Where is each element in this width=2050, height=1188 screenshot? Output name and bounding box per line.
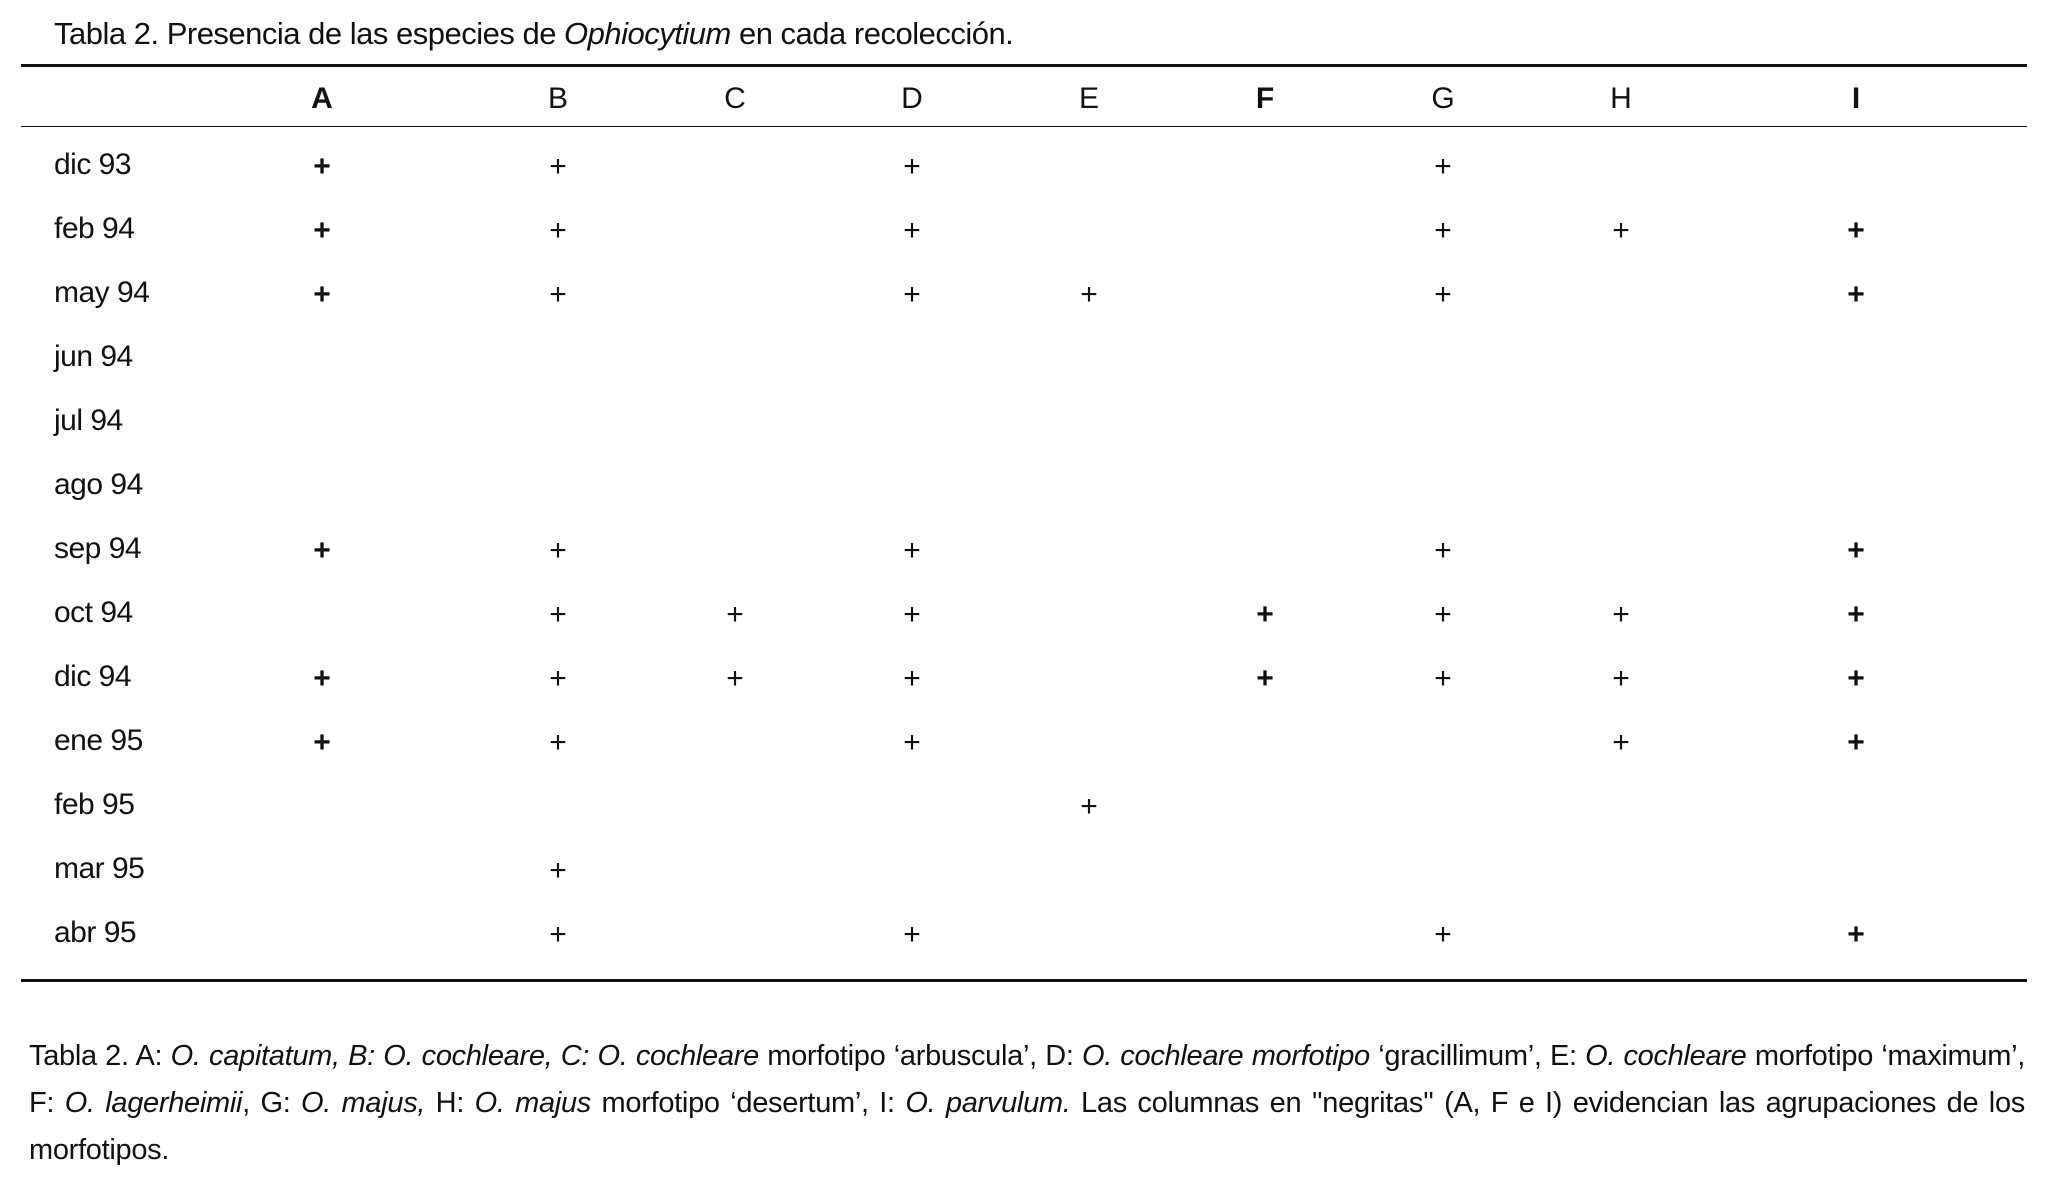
row-label: may 94	[54, 276, 150, 309]
presence-mark: +	[313, 662, 331, 695]
presence-mark: +	[549, 278, 567, 311]
presence-mark: +	[1847, 278, 1865, 311]
row-label: abr 95	[54, 916, 137, 949]
presence-mark: +	[1434, 598, 1452, 631]
presence-mark: +	[1434, 150, 1452, 183]
presence-mark: +	[549, 534, 567, 567]
presence-mark: +	[903, 918, 921, 951]
text-segment: O. lagerheimii	[64, 1087, 243, 1119]
presence-mark: +	[1847, 662, 1865, 695]
row-label: feb 94	[54, 212, 135, 245]
row-label: ago 94	[54, 468, 143, 501]
text-segment: O. cochleare morfotipo	[1081, 1040, 1370, 1072]
presence-mark: +	[1847, 214, 1865, 247]
presence-mark: +	[903, 662, 921, 695]
presence-mark: +	[549, 726, 567, 759]
row-label: jun 94	[54, 340, 133, 373]
text-segment: Las columnas en ''negritas'' (A, F e I) …	[29, 1087, 2025, 1166]
presence-mark: +	[1847, 918, 1865, 951]
presence-mark: +	[726, 598, 744, 631]
column-header: B	[547, 82, 569, 115]
presence-mark: +	[1434, 534, 1452, 567]
text-segment: Ophiocytium	[564, 16, 731, 51]
header-rule	[21, 126, 2027, 127]
text-segment: Tabla 2. A:	[29, 1040, 171, 1072]
column-header: H	[1610, 82, 1632, 115]
text-segment: morfotipo ‘maximum’, F:	[29, 1040, 2025, 1119]
presence-mark: +	[1612, 598, 1630, 631]
text-segment: en cada recolección.	[730, 16, 1014, 51]
presence-mark: +	[313, 214, 331, 247]
text-segment: morfotipo ‘arbuscula’, D:	[758, 1040, 1082, 1072]
presence-mark: +	[549, 214, 567, 247]
presence-mark: +	[1080, 790, 1098, 823]
presence-mark: +	[313, 278, 331, 311]
column-header: G	[1431, 82, 1455, 115]
presence-mark: +	[549, 662, 567, 695]
presence-mark: +	[549, 598, 567, 631]
presence-mark: +	[1256, 598, 1274, 631]
text-segment: H:	[425, 1087, 475, 1119]
presence-mark: +	[1434, 278, 1452, 311]
text-segment: O. parvulum.	[905, 1087, 1071, 1119]
presence-mark: +	[1256, 662, 1274, 695]
text-segment: , G:	[242, 1087, 301, 1119]
row-label: oct 94	[54, 596, 133, 629]
presence-mark: +	[1847, 726, 1865, 759]
text-segment: morfotipo ‘desertum’, I:	[591, 1087, 906, 1119]
text-segment: O. majus	[474, 1087, 592, 1119]
presence-mark: +	[1434, 662, 1452, 695]
presence-mark: +	[903, 726, 921, 759]
text-segment: Tabla 2. Presencia de las especies de	[54, 16, 565, 51]
column-header: C	[724, 82, 746, 115]
table-title: Tabla 2. Presencia de las especies de Op…	[54, 16, 1014, 52]
presence-mark: +	[1080, 278, 1098, 311]
row-label: dic 94	[54, 660, 132, 693]
presence-mark: +	[1434, 918, 1452, 951]
text-segment: O. majus,	[301, 1087, 426, 1119]
row-label: jul 94	[54, 404, 123, 437]
presence-mark: +	[549, 918, 567, 951]
column-header: A	[311, 82, 333, 115]
top-rule	[21, 64, 2027, 67]
presence-mark: +	[313, 726, 331, 759]
text-segment: O. cochleare	[1585, 1040, 1747, 1072]
presence-mark: +	[1612, 662, 1630, 695]
presence-mark: +	[1612, 726, 1630, 759]
presence-mark: +	[1612, 214, 1630, 247]
presence-mark: +	[903, 278, 921, 311]
column-header: I	[1851, 82, 1861, 115]
presence-mark: +	[1434, 214, 1452, 247]
column-header: F	[1255, 82, 1275, 115]
row-label: ene 95	[54, 724, 143, 757]
presence-mark: +	[549, 150, 567, 183]
presence-mark: +	[549, 854, 567, 887]
row-label: feb 95	[54, 788, 135, 821]
row-label: dic 93	[54, 148, 132, 181]
presence-mark: +	[1847, 534, 1865, 567]
presence-mark: +	[726, 662, 744, 695]
presence-mark: +	[903, 598, 921, 631]
text-segment: ‘gracillimum’, E:	[1369, 1040, 1586, 1072]
presence-mark: +	[903, 214, 921, 247]
caption: Tabla 2. A: O. capitatum, B: O. cochlear…	[29, 1033, 2025, 1174]
presence-mark: +	[313, 150, 331, 183]
bottom-rule	[21, 979, 2027, 982]
presence-mark: +	[313, 534, 331, 567]
presence-mark: +	[1847, 598, 1865, 631]
row-label: mar 95	[54, 852, 145, 885]
text-segment: O. capitatum, B: O. cochleare, C: O. coc…	[170, 1040, 760, 1072]
column-header: D	[901, 82, 923, 115]
presence-mark: +	[903, 150, 921, 183]
row-label: sep 94	[54, 532, 142, 565]
column-header: E	[1078, 82, 1100, 115]
presence-mark: +	[903, 534, 921, 567]
